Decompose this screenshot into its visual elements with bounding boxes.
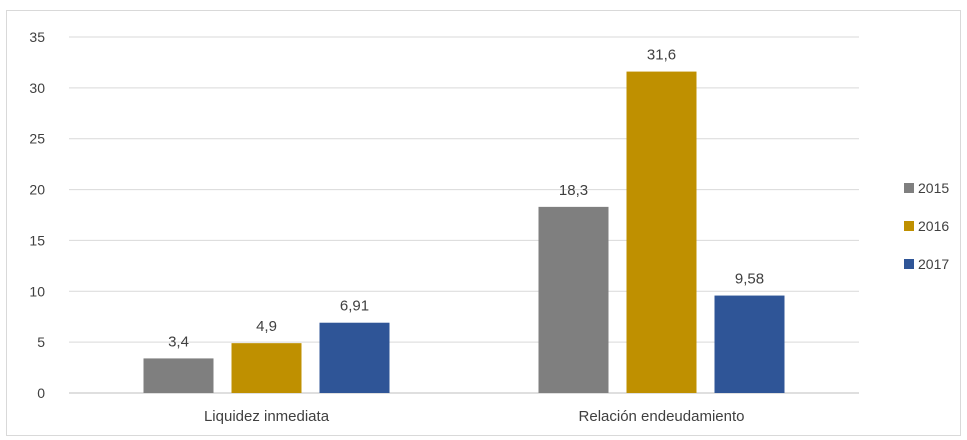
y-tick-label: 20 [29, 182, 45, 198]
x-category-label: Relación endeudamiento [579, 408, 745, 425]
legend-label-2017: 2017 [918, 256, 949, 272]
x-axis: Liquidez inmediata Relación endeudamiento [204, 408, 745, 425]
data-label: 6,91 [340, 298, 369, 315]
y-tick-label: 5 [37, 334, 45, 350]
data-label: 18,3 [559, 182, 588, 199]
gridlines [69, 36, 859, 394]
legend-swatch-2017 [904, 259, 914, 269]
y-tick-label: 25 [29, 131, 45, 147]
y-tick-label: 15 [29, 232, 45, 248]
y-tick-label: 35 [29, 29, 45, 45]
bar-chart: 0 5 10 15 20 25 30 35 3,4 4,9 6,91 18,3 31,6 9,58 Li… [29, 29, 949, 425]
legend-swatch-2015 [904, 183, 914, 193]
legend-label-2015: 2015 [918, 180, 949, 196]
y-axis-ticks: 0 5 10 15 20 25 30 35 [29, 29, 45, 401]
bar-2017-endeudamiento [714, 295, 785, 393]
y-tick-label: 0 [37, 385, 45, 401]
bar-2015-endeudamiento [538, 206, 609, 393]
data-label: 3,4 [168, 333, 189, 350]
bars [143, 71, 785, 393]
bar-2016-liquidez [231, 343, 302, 393]
bar-2017-liquidez [319, 322, 390, 393]
data-label: 31,6 [647, 47, 676, 64]
x-category-label: Liquidez inmediata [204, 408, 330, 425]
data-labels: 3,4 4,9 6,91 18,3 31,6 9,58 [168, 47, 764, 351]
chart-frame: 0 5 10 15 20 25 30 35 3,4 4,9 6,91 18,3 31,6 9,58 Li… [6, 10, 961, 436]
y-tick-label: 30 [29, 80, 45, 96]
y-tick-label: 10 [29, 283, 45, 299]
legend-label-2016: 2016 [918, 218, 949, 234]
bar-2016-endeudamiento [626, 71, 697, 393]
data-label: 4,9 [256, 318, 277, 335]
data-label: 9,58 [735, 271, 764, 288]
legend-swatch-2016 [904, 221, 914, 231]
bar-2015-liquidez [143, 358, 214, 393]
legend: 2015 2016 2017 [904, 180, 949, 272]
